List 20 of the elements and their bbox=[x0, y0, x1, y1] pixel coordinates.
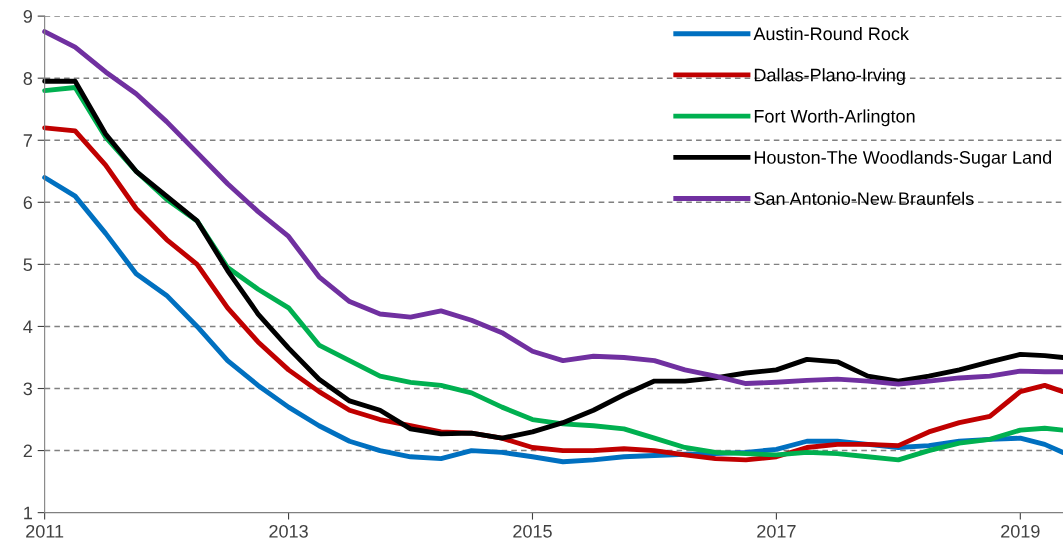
x-tick-label: 2017 bbox=[757, 524, 796, 538]
y-tick-label: 5 bbox=[23, 258, 33, 272]
x-tick-label: 2013 bbox=[269, 524, 308, 538]
legend-label: San Antonio-New Braunfels bbox=[754, 191, 974, 206]
y-tick-label: 7 bbox=[23, 134, 32, 147]
y-tick-label: 6 bbox=[23, 196, 33, 210]
y-tick-label: 2 bbox=[23, 444, 32, 458]
y-tick-label: 9 bbox=[23, 10, 32, 23]
y-tick-label: 8 bbox=[23, 72, 33, 85]
x-tick-label: 2011 bbox=[26, 524, 64, 538]
y-tick-label: 1 bbox=[24, 506, 32, 520]
x-tick-label: 2015 bbox=[513, 524, 552, 538]
y-tick-label: 4 bbox=[23, 320, 33, 333]
x-tick-label: 2019 bbox=[1001, 524, 1040, 538]
line-series bbox=[42, 29, 1063, 387]
y-tick-label: 3 bbox=[23, 382, 33, 396]
legend-label: Fort Worth-Arlington bbox=[754, 109, 915, 127]
legend-label: Dallas-Plano-Irving bbox=[754, 68, 905, 85]
legend-label: Houston-The Woodlands-Sugar Land bbox=[754, 150, 1052, 168]
legend-label: Austin-Round Rock bbox=[753, 26, 909, 41]
